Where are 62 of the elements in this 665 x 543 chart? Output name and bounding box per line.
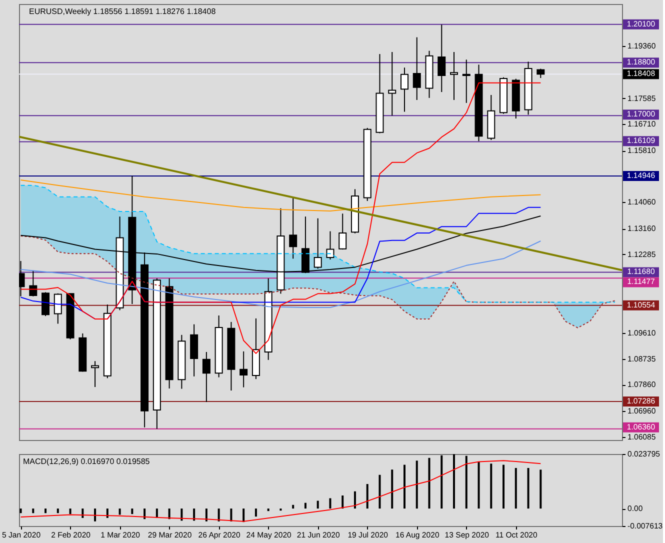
bar bbox=[366, 484, 368, 509]
bar bbox=[478, 462, 480, 509]
bar bbox=[56, 508, 59, 514]
bar bbox=[527, 468, 530, 509]
candlestick bbox=[289, 196, 298, 260]
bar bbox=[416, 460, 418, 509]
bar bbox=[118, 508, 121, 515]
line-series bbox=[20, 184, 616, 303]
bar bbox=[292, 504, 294, 509]
bar bbox=[218, 508, 220, 522]
candlestick bbox=[438, 24, 446, 93]
candlestick bbox=[326, 230, 334, 260]
line-series bbox=[20, 460, 542, 522]
bar bbox=[540, 470, 542, 509]
line-series bbox=[20, 180, 542, 212]
bar bbox=[354, 491, 356, 509]
bar bbox=[440, 455, 443, 509]
bar bbox=[316, 500, 319, 509]
bar bbox=[490, 464, 492, 509]
candlestick bbox=[314, 218, 322, 270]
bar bbox=[32, 508, 34, 514]
candlestick bbox=[42, 292, 50, 317]
candlestick bbox=[450, 51, 458, 100]
bar bbox=[144, 508, 146, 520]
line-series bbox=[20, 82, 542, 354]
chart-title: EURUSD,Weekly 1.18556 1.18591 1.18276 1.18408 bbox=[29, 7, 216, 16]
bar bbox=[428, 458, 430, 509]
line-series bbox=[20, 240, 542, 308]
bar bbox=[514, 468, 517, 509]
bar bbox=[205, 508, 208, 522]
bar bbox=[267, 508, 270, 512]
candlestick bbox=[388, 51, 396, 116]
candlestick bbox=[412, 36, 421, 100]
bar bbox=[168, 508, 170, 520]
bar bbox=[342, 495, 344, 509]
bar bbox=[453, 454, 456, 509]
bar bbox=[304, 502, 306, 509]
bar bbox=[465, 456, 468, 509]
bar bbox=[502, 464, 505, 509]
bar bbox=[391, 470, 394, 509]
candlestick bbox=[29, 270, 38, 297]
candlestick bbox=[400, 67, 408, 112]
candlestick bbox=[240, 350, 248, 388]
bar bbox=[242, 508, 245, 522]
candlestick bbox=[91, 360, 100, 388]
candlestick bbox=[536, 68, 545, 79]
bar bbox=[94, 508, 96, 522]
bar bbox=[230, 508, 232, 522]
bar bbox=[20, 508, 22, 514]
bar bbox=[403, 464, 406, 509]
chart-title: MACD(12,26,9) 0.016970 0.019585 bbox=[23, 457, 150, 466]
bar bbox=[378, 474, 381, 509]
candlestick bbox=[462, 59, 470, 104]
candlestick bbox=[190, 324, 198, 377]
candlestick bbox=[202, 351, 210, 403]
bar bbox=[69, 508, 72, 514]
bar bbox=[131, 508, 134, 514]
bar bbox=[329, 498, 332, 509]
line-series bbox=[20, 235, 616, 328]
candlestick bbox=[54, 292, 62, 324]
bar bbox=[44, 508, 47, 514]
candlestick bbox=[338, 213, 347, 250]
